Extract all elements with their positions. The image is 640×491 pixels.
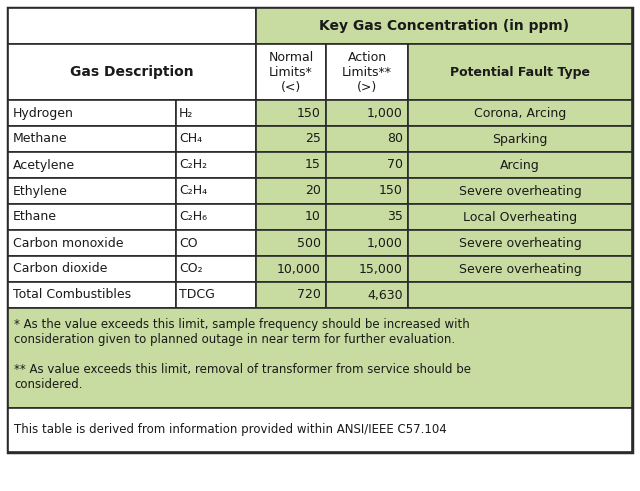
Bar bbox=[8, 282, 176, 308]
Bar bbox=[256, 204, 326, 230]
Bar bbox=[8, 308, 632, 408]
Bar bbox=[8, 126, 176, 152]
Text: C₂H₂: C₂H₂ bbox=[179, 159, 207, 171]
Text: Local Overheating: Local Overheating bbox=[463, 211, 577, 223]
Bar bbox=[176, 178, 256, 204]
Bar bbox=[326, 256, 408, 282]
Bar bbox=[176, 100, 256, 126]
Text: Ethane: Ethane bbox=[13, 211, 57, 223]
Bar bbox=[256, 152, 326, 178]
Bar bbox=[8, 8, 256, 44]
Bar bbox=[326, 230, 408, 256]
Text: 150: 150 bbox=[297, 107, 321, 119]
Bar bbox=[256, 100, 326, 126]
Text: 15,000: 15,000 bbox=[359, 263, 403, 275]
Bar bbox=[176, 282, 256, 308]
Text: 15: 15 bbox=[305, 159, 321, 171]
Bar bbox=[326, 282, 408, 308]
Text: CH₄: CH₄ bbox=[179, 133, 202, 145]
Text: Total Combustibles: Total Combustibles bbox=[13, 289, 131, 301]
Bar bbox=[326, 152, 408, 178]
Text: Hydrogen: Hydrogen bbox=[13, 107, 74, 119]
Text: Potential Fault Type: Potential Fault Type bbox=[450, 65, 590, 79]
Bar bbox=[8, 178, 176, 204]
Text: 720: 720 bbox=[297, 289, 321, 301]
Bar bbox=[8, 204, 176, 230]
Bar bbox=[326, 178, 408, 204]
Bar bbox=[8, 152, 176, 178]
Bar bbox=[8, 256, 176, 282]
Text: Severe overheating: Severe overheating bbox=[459, 237, 581, 249]
Bar bbox=[408, 100, 632, 126]
Text: 10,000: 10,000 bbox=[277, 263, 321, 275]
Text: 500: 500 bbox=[297, 237, 321, 249]
Text: Normal
Limits*
(<): Normal Limits* (<) bbox=[268, 51, 314, 93]
Text: H₂: H₂ bbox=[179, 107, 193, 119]
Bar bbox=[256, 44, 326, 100]
Bar bbox=[256, 230, 326, 256]
Text: 20: 20 bbox=[305, 185, 321, 197]
Bar bbox=[408, 178, 632, 204]
Bar bbox=[326, 204, 408, 230]
Text: Action
Limits**
(>): Action Limits** (>) bbox=[342, 51, 392, 93]
Text: CO: CO bbox=[179, 237, 198, 249]
Bar bbox=[176, 230, 256, 256]
Text: Arcing: Arcing bbox=[500, 159, 540, 171]
Text: 25: 25 bbox=[305, 133, 321, 145]
Text: Ethylene: Ethylene bbox=[13, 185, 68, 197]
Text: 150: 150 bbox=[379, 185, 403, 197]
Bar bbox=[256, 8, 632, 44]
Text: 4,630: 4,630 bbox=[367, 289, 403, 301]
Text: 10: 10 bbox=[305, 211, 321, 223]
Bar bbox=[326, 126, 408, 152]
Text: * As the value exceeds this limit, sample frequency should be increased with
con: * As the value exceeds this limit, sampl… bbox=[14, 318, 471, 391]
Bar bbox=[408, 126, 632, 152]
Bar bbox=[176, 256, 256, 282]
Text: C₂H₄: C₂H₄ bbox=[179, 185, 207, 197]
Text: Carbon dioxide: Carbon dioxide bbox=[13, 263, 108, 275]
Text: Severe overheating: Severe overheating bbox=[459, 185, 581, 197]
Text: Severe overheating: Severe overheating bbox=[459, 263, 581, 275]
Bar bbox=[256, 256, 326, 282]
Text: This table is derived from information provided within ANSI/IEEE C57.104: This table is derived from information p… bbox=[14, 424, 447, 436]
Bar bbox=[408, 204, 632, 230]
Text: 70: 70 bbox=[387, 159, 403, 171]
Bar bbox=[8, 44, 256, 100]
Bar bbox=[256, 282, 326, 308]
Bar bbox=[176, 152, 256, 178]
Bar bbox=[256, 126, 326, 152]
Text: 80: 80 bbox=[387, 133, 403, 145]
Text: Key Gas Concentration (in ppm): Key Gas Concentration (in ppm) bbox=[319, 19, 569, 33]
Bar bbox=[8, 408, 632, 452]
Text: Acetylene: Acetylene bbox=[13, 159, 75, 171]
Bar bbox=[408, 152, 632, 178]
Bar bbox=[408, 256, 632, 282]
Text: Carbon monoxide: Carbon monoxide bbox=[13, 237, 124, 249]
Bar bbox=[8, 100, 176, 126]
Bar bbox=[326, 44, 408, 100]
Text: 1,000: 1,000 bbox=[367, 107, 403, 119]
Text: Gas Description: Gas Description bbox=[70, 65, 194, 79]
Text: 35: 35 bbox=[387, 211, 403, 223]
Text: 1,000: 1,000 bbox=[367, 237, 403, 249]
Bar bbox=[176, 126, 256, 152]
Bar bbox=[176, 204, 256, 230]
Bar bbox=[408, 282, 632, 308]
Text: Corona, Arcing: Corona, Arcing bbox=[474, 107, 566, 119]
Bar bbox=[408, 230, 632, 256]
Text: CO₂: CO₂ bbox=[179, 263, 203, 275]
Text: C₂H₆: C₂H₆ bbox=[179, 211, 207, 223]
Text: Methane: Methane bbox=[13, 133, 68, 145]
Bar bbox=[326, 100, 408, 126]
Bar bbox=[256, 178, 326, 204]
Bar bbox=[8, 230, 176, 256]
Text: Sparking: Sparking bbox=[492, 133, 548, 145]
Text: TDCG: TDCG bbox=[179, 289, 215, 301]
Bar bbox=[408, 44, 632, 100]
